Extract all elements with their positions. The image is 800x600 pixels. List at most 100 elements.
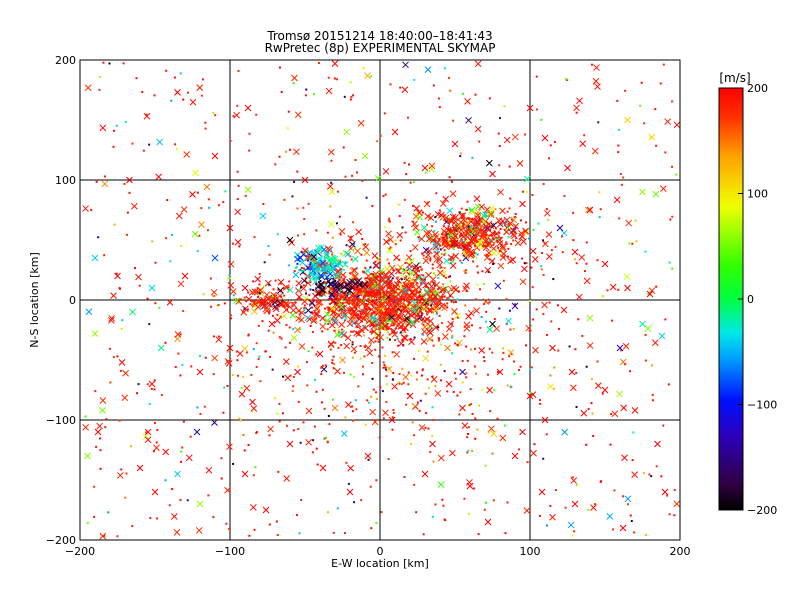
data-point-dot bbox=[476, 265, 479, 268]
data-point-dot bbox=[309, 273, 312, 276]
data-point-dot bbox=[476, 221, 479, 224]
data-point-cross bbox=[516, 160, 524, 167]
y-tick-label: 0 bbox=[69, 294, 76, 307]
data-point-cross bbox=[411, 244, 419, 251]
data-point-dot bbox=[434, 273, 437, 276]
data-point-dot bbox=[446, 297, 449, 300]
data-point-dot bbox=[460, 228, 463, 231]
data-point-cross bbox=[282, 358, 290, 366]
data-point-dot bbox=[131, 142, 134, 145]
data-point-dot bbox=[411, 421, 414, 424]
data-point-dot bbox=[622, 176, 625, 179]
data-point-dot bbox=[377, 355, 380, 358]
data-point-dot bbox=[420, 374, 423, 377]
data-point-cross bbox=[332, 286, 339, 294]
data-point-dot bbox=[382, 307, 385, 310]
data-point-cross bbox=[583, 277, 591, 285]
data-point-dot bbox=[133, 267, 136, 270]
data-point-dot bbox=[467, 216, 470, 219]
data-point-dot bbox=[250, 374, 253, 377]
data-point-dot bbox=[300, 267, 303, 270]
data-point-dot bbox=[554, 489, 557, 492]
data-point-dot bbox=[454, 377, 457, 380]
data-point-dot bbox=[383, 112, 386, 115]
data-point-cross bbox=[264, 279, 272, 287]
data-point-dot bbox=[103, 254, 106, 257]
data-point-dot bbox=[277, 288, 280, 291]
data-point-dot bbox=[125, 472, 128, 475]
data-point-dot bbox=[509, 197, 512, 200]
data-point-dot bbox=[275, 520, 278, 523]
data-point-dot bbox=[231, 242, 234, 245]
data-point-dot bbox=[394, 243, 397, 246]
data-point-dot bbox=[360, 290, 363, 293]
data-point-cross bbox=[286, 440, 294, 448]
data-point-dot bbox=[591, 412, 594, 415]
data-point-dot bbox=[410, 304, 413, 307]
data-point-dot bbox=[581, 334, 584, 337]
data-point-dot bbox=[459, 391, 462, 394]
data-point-dot bbox=[347, 308, 350, 311]
data-point-dot bbox=[286, 424, 289, 427]
data-point-dot bbox=[635, 240, 638, 243]
data-point-dot bbox=[387, 307, 390, 310]
data-point-cross bbox=[624, 495, 632, 503]
data-point-cross bbox=[613, 196, 621, 204]
data-point-dot bbox=[274, 279, 277, 282]
data-point-dot bbox=[378, 314, 381, 317]
data-point-dot bbox=[467, 225, 470, 228]
data-point-dot bbox=[365, 307, 368, 310]
data-point-cross bbox=[277, 278, 285, 286]
data-point-dot bbox=[575, 262, 578, 265]
data-point-dot bbox=[429, 259, 432, 262]
data-point-dot bbox=[338, 293, 341, 296]
data-point-cross bbox=[372, 262, 380, 270]
data-point-cross bbox=[277, 287, 284, 294]
data-point-dot bbox=[229, 139, 232, 142]
data-point-dot bbox=[369, 485, 372, 488]
data-point-dot bbox=[535, 108, 538, 111]
data-point-cross bbox=[437, 454, 445, 462]
data-point-cross bbox=[545, 253, 553, 260]
data-point-dot bbox=[345, 244, 348, 247]
data-point-dot bbox=[237, 374, 240, 377]
data-point-dot bbox=[413, 404, 416, 407]
data-point-dot bbox=[336, 302, 339, 305]
data-point-cross bbox=[426, 329, 434, 337]
data-point-dot bbox=[435, 291, 438, 294]
data-point-cross bbox=[579, 140, 587, 148]
data-point-dot bbox=[329, 259, 332, 262]
data-point-dot bbox=[406, 323, 409, 326]
data-point-cross bbox=[330, 313, 338, 321]
data-point-cross bbox=[205, 466, 213, 474]
data-point-dot bbox=[332, 355, 335, 358]
data-point-cross bbox=[153, 444, 160, 452]
data-point-cross bbox=[441, 304, 448, 312]
data-point-cross bbox=[448, 285, 455, 293]
y-tick-label: 100 bbox=[55, 174, 76, 187]
data-point-cross bbox=[440, 227, 448, 235]
data-point-dot bbox=[563, 195, 566, 198]
data-point-cross bbox=[616, 390, 623, 398]
data-point-dot bbox=[487, 270, 490, 273]
data-point-cross bbox=[118, 359, 126, 366]
data-point-cross bbox=[384, 309, 392, 316]
data-point-cross bbox=[519, 200, 526, 208]
data-point-cross bbox=[520, 238, 527, 245]
data-point-dot bbox=[298, 313, 301, 316]
data-point-dot bbox=[326, 306, 329, 309]
data-point-dot bbox=[571, 476, 574, 479]
data-point-dot bbox=[577, 318, 580, 321]
data-point-dot bbox=[377, 340, 380, 343]
data-point-dot bbox=[644, 250, 647, 253]
data-point-cross bbox=[294, 326, 301, 334]
data-point-dot bbox=[572, 211, 575, 214]
data-point-cross bbox=[300, 277, 308, 285]
data-point-cross bbox=[294, 255, 301, 263]
data-point-dot bbox=[443, 249, 446, 252]
data-point-dot bbox=[305, 292, 308, 295]
data-point-cross bbox=[509, 230, 517, 238]
data-point-dot bbox=[451, 335, 454, 338]
data-point-dot bbox=[598, 216, 601, 219]
data-point-dot bbox=[365, 259, 368, 262]
